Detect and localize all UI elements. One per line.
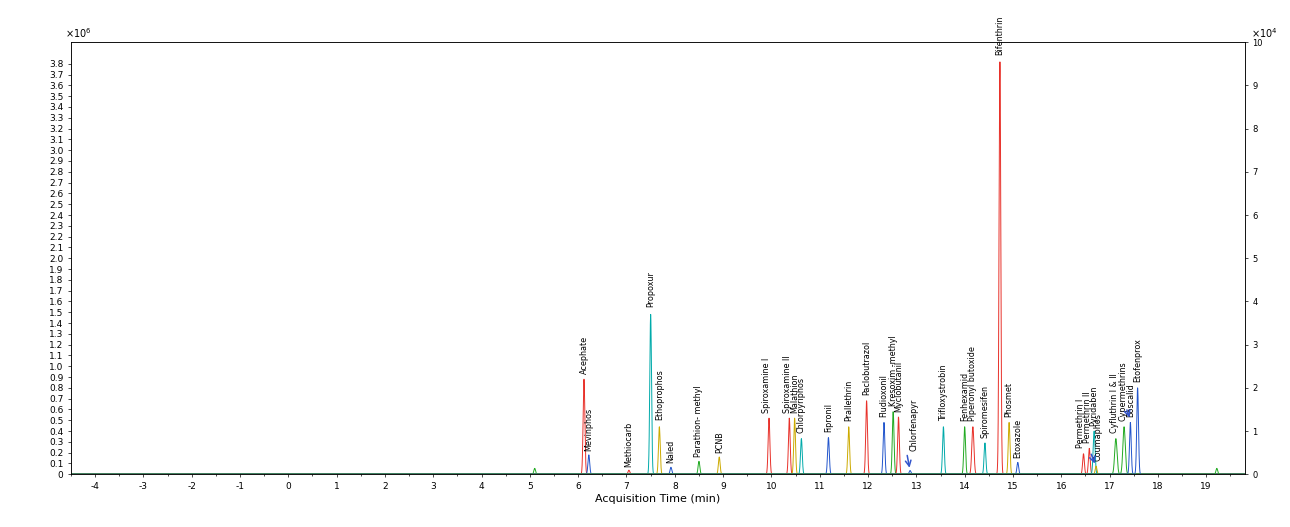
Text: Chlorpyriphos: Chlorpyriphos (797, 377, 806, 433)
Text: $\times$10$^{6}$: $\times$10$^{6}$ (64, 26, 92, 40)
Text: Cypermethrins: Cypermethrins (1118, 362, 1127, 422)
Text: Trifloxystrobin: Trifloxystrobin (939, 365, 948, 422)
Text: Bifenthrin: Bifenthrin (996, 16, 1005, 55)
Text: Myclobutanil: Myclobutanil (894, 360, 903, 412)
Text: Etoxazole: Etoxazole (1014, 419, 1022, 458)
Text: Methiocarb: Methiocarb (624, 422, 633, 467)
Text: Acephate: Acephate (579, 336, 588, 374)
Text: Pyridaben: Pyridaben (1090, 385, 1099, 426)
X-axis label: Acquisition Time (min): Acquisition Time (min) (595, 494, 721, 504)
Text: Prallethrin: Prallethrin (844, 380, 853, 422)
Text: Kresoxim -methyl: Kresoxim -methyl (889, 336, 898, 406)
Text: Malathion: Malathion (789, 373, 799, 413)
Text: Ethoprophos: Ethoprophos (655, 369, 664, 421)
Text: Chlorfenapyr: Chlorfenapyr (909, 398, 918, 451)
Text: Boscalid: Boscalid (1126, 383, 1135, 417)
Text: Spiromesifen: Spiromesifen (980, 385, 989, 437)
Text: PCNB: PCNB (715, 431, 724, 453)
Text: Coumaphos: Coumaphos (1093, 414, 1102, 461)
Text: Etofenprox: Etofenprox (1133, 338, 1142, 383)
Text: Propoxur: Propoxur (646, 271, 655, 307)
Text: Spiroxamine I: Spiroxamine I (762, 357, 771, 413)
Text: Permethrin II: Permethrin II (1084, 392, 1093, 443)
Text: Parathion- methyl: Parathion- methyl (694, 385, 703, 457)
Text: Paclobutrazol: Paclobutrazol (862, 341, 871, 395)
Text: Fludioxonil: Fludioxonil (880, 374, 889, 417)
Text: Fenhexamid: Fenhexamid (960, 372, 969, 422)
Text: Fipronil: Fipronil (824, 403, 833, 432)
Text: Naled: Naled (667, 440, 676, 464)
Text: Spiroxamine II: Spiroxamine II (783, 355, 792, 413)
Text: Mevinphos: Mevinphos (584, 407, 593, 451)
Text: Piperonyl butoxide: Piperonyl butoxide (969, 346, 978, 422)
Text: $\times$10$^{4}$: $\times$10$^{4}$ (1251, 26, 1277, 40)
Text: Phosmet: Phosmet (1005, 382, 1014, 417)
Text: Permethrin I: Permethrin I (1076, 399, 1085, 448)
Text: Cyfluthrin I & II: Cyfluthrin I & II (1109, 374, 1118, 433)
